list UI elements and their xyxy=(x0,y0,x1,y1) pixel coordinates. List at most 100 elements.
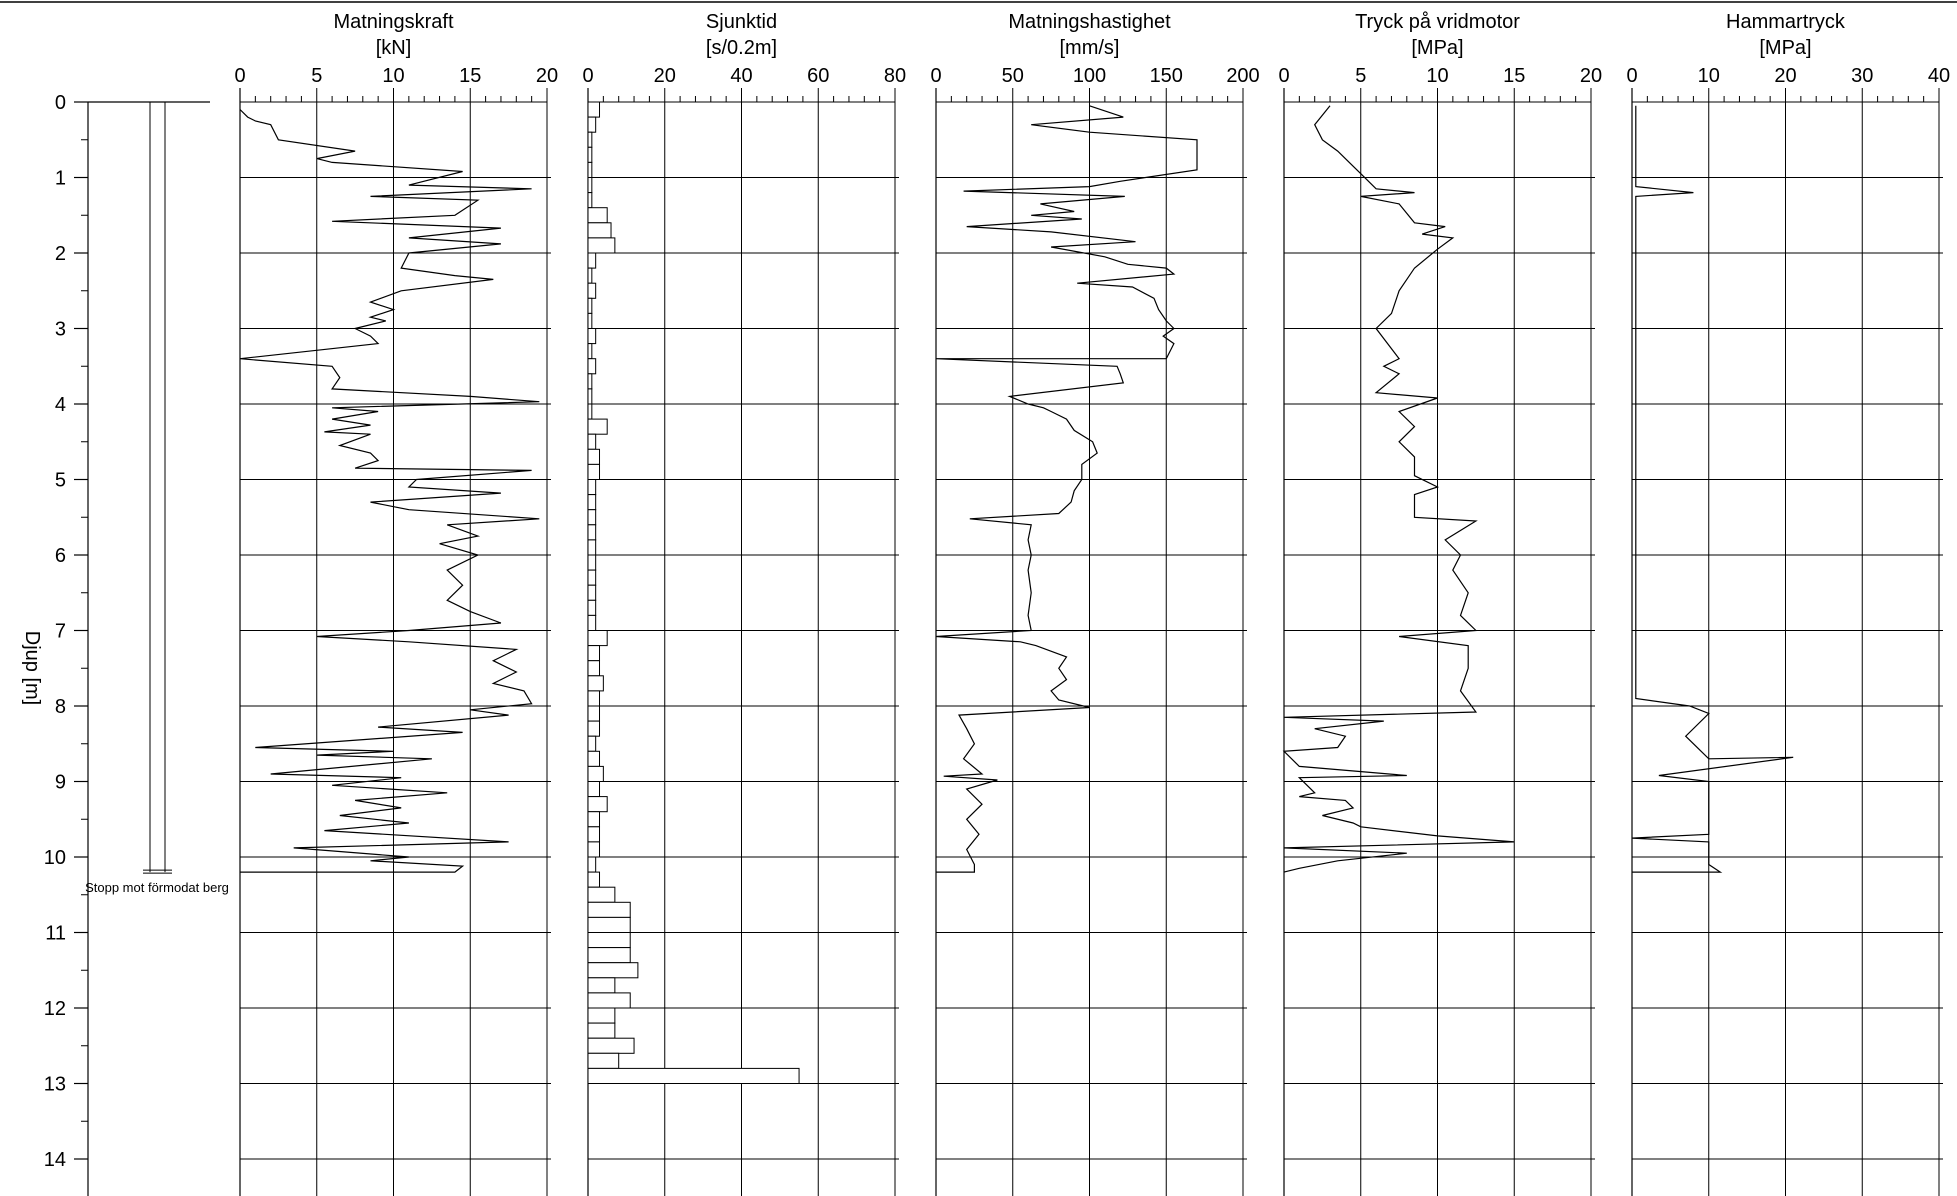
sjunktid-bar xyxy=(587,675,604,692)
panel-tick-label: 20 xyxy=(1580,65,1602,87)
sjunktid-bar xyxy=(587,645,601,662)
panel-0: Matningskraft [kN] 0 5 10 15 20 xyxy=(234,11,558,1196)
depth-tick-label: 7 xyxy=(55,621,66,643)
panel-tick-label: 10 xyxy=(382,65,404,87)
panel-title: Matningshastighet xyxy=(1008,11,1171,33)
sjunktid-bar xyxy=(587,856,597,873)
panel-series-line xyxy=(239,109,540,873)
sjunktid-bar xyxy=(587,826,601,843)
depth-axis-label: Djup [m] xyxy=(21,631,43,705)
sjunktid-bar xyxy=(587,328,597,345)
sjunktid-bar xyxy=(587,343,593,360)
sjunktid-bar xyxy=(587,312,593,329)
panel-unit: [s/0.2m] xyxy=(706,37,777,59)
panel-title: Tryck på vridmotor xyxy=(1355,11,1520,33)
depth-tick-label: 1 xyxy=(55,168,66,190)
depth-tick-label: 8 xyxy=(55,696,66,718)
panel-unit: [MPa] xyxy=(1759,37,1811,59)
sjunktid-bar xyxy=(587,765,604,783)
depth-tick-label: 3 xyxy=(55,319,66,341)
sjunktid-bar xyxy=(587,418,608,435)
sjunktid-bar xyxy=(587,947,631,964)
sjunktid-bar xyxy=(587,630,608,647)
panel-unit: [MPa] xyxy=(1411,37,1463,59)
sjunktid-bar xyxy=(587,1067,800,1085)
panel-tick-label: 15 xyxy=(459,65,481,87)
panel-unit: [kN] xyxy=(376,37,412,59)
panel-tick-label: 200 xyxy=(1226,65,1259,87)
panel-tick-label: 0 xyxy=(582,65,593,87)
panel-tick-label: 5 xyxy=(311,65,322,87)
sjunktid-bar xyxy=(587,901,631,918)
panel-tick-label: 40 xyxy=(730,65,752,87)
panel-unit: [mm/s] xyxy=(1060,37,1120,59)
panel-title: Sjunktid xyxy=(706,11,777,33)
panel-4: Hammartryck [MPa] 0 10 20 30 40 xyxy=(1626,11,1950,1196)
sjunktid-bar xyxy=(587,207,608,224)
sjunktid-bar xyxy=(587,660,601,677)
sjunktid-bar xyxy=(587,524,597,541)
depth-tick-label: 4 xyxy=(55,394,66,416)
sjunktid-bar xyxy=(587,539,597,556)
panel-2: Matningshastighet [mm/s] 0 50 100 150 200 xyxy=(930,11,1260,1196)
sjunktid-bar xyxy=(587,146,593,163)
panel-tick-label: 80 xyxy=(884,65,906,87)
sjunktid-bar xyxy=(587,750,601,767)
sjunktid-bar xyxy=(587,509,597,526)
panel-tick-label: 40 xyxy=(1928,65,1950,87)
sjunktid-bar xyxy=(587,101,601,118)
sjunktid-bar xyxy=(587,962,639,979)
panel-tick-label: 20 xyxy=(654,65,676,87)
sjunktid-bar xyxy=(587,252,597,269)
sjunktid-bar xyxy=(587,584,597,601)
sjunktid-bar xyxy=(587,977,616,994)
sjunktid-bar xyxy=(587,705,601,722)
panel-tick-label: 50 xyxy=(1002,65,1024,87)
sjunktid-bar xyxy=(587,192,593,209)
sjunktid-bar xyxy=(587,222,612,239)
sjunktid-bar xyxy=(587,131,593,148)
depth-tick-label: 0 xyxy=(55,92,66,114)
panel-title: Matningskraft xyxy=(333,11,453,33)
sjunktid-bar xyxy=(587,932,631,949)
sjunktid-bar xyxy=(587,448,601,465)
borehole-stop-annotation: Stopp mot förmodat berg xyxy=(85,880,229,895)
sjunktid-bar xyxy=(587,161,593,178)
sjunktid-bar xyxy=(587,1022,616,1039)
sjunktid-bar xyxy=(587,494,597,511)
sjunktid-bar xyxy=(587,554,597,571)
depth-tick-label: 13 xyxy=(44,1074,66,1096)
panel-tick-label: 30 xyxy=(1851,65,1873,87)
sjunktid-bar xyxy=(587,463,601,480)
panel-tick-label: 0 xyxy=(234,65,245,87)
sjunktid-bar xyxy=(587,433,597,450)
panel-3: Tryck på vridmotor [MPa] 0 5 10 15 20 xyxy=(1278,11,1602,1196)
depth-tick-label: 11 xyxy=(45,923,66,945)
sjunktid-bar xyxy=(587,403,593,420)
panel-tick-label: 0 xyxy=(1278,65,1289,87)
data-panels: Matningskraft [kN] 0 5 10 15 20 Sjunktid [s/0.2m… xyxy=(234,11,1950,1196)
panel-1: Sjunktid [s/0.2m] 0 20 40 60 80 xyxy=(582,11,906,1196)
borehole-log: Stopp mot förmodat berg xyxy=(85,101,229,895)
sjunktid-bar xyxy=(587,599,597,616)
sjunktid-bar xyxy=(587,1007,616,1024)
sjunktid-bar xyxy=(587,267,593,284)
sjunktid-bar xyxy=(587,886,616,903)
sjunktid-bar xyxy=(587,781,601,798)
sjunktid-bar xyxy=(587,282,597,299)
sjunktid-bar xyxy=(587,177,593,194)
sjunktid-bar xyxy=(587,811,601,828)
sjunktid-bar xyxy=(587,1037,635,1054)
panel-tick-label: 60 xyxy=(807,65,829,87)
depth-tick-label: 9 xyxy=(55,772,66,794)
sjunktid-bar xyxy=(587,297,593,314)
panel-tick-label: 15 xyxy=(1503,65,1525,87)
panel-tick-label: 5 xyxy=(1355,65,1366,87)
panel-series-line xyxy=(1631,105,1794,873)
sjunktid-bar xyxy=(587,373,593,390)
sjunktid-bar xyxy=(587,116,597,133)
sjunktid-bar xyxy=(587,871,601,888)
